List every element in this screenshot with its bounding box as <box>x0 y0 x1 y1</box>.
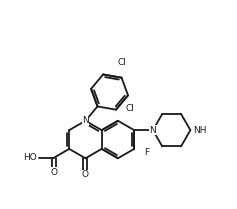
Text: Cl: Cl <box>117 58 126 67</box>
Text: O: O <box>51 168 58 177</box>
Text: N: N <box>150 126 156 135</box>
Text: NH: NH <box>193 126 207 135</box>
Text: N: N <box>82 116 89 125</box>
Text: Cl: Cl <box>126 104 135 113</box>
Text: O: O <box>82 170 89 179</box>
Text: F: F <box>144 148 149 157</box>
Text: HO: HO <box>23 153 37 162</box>
